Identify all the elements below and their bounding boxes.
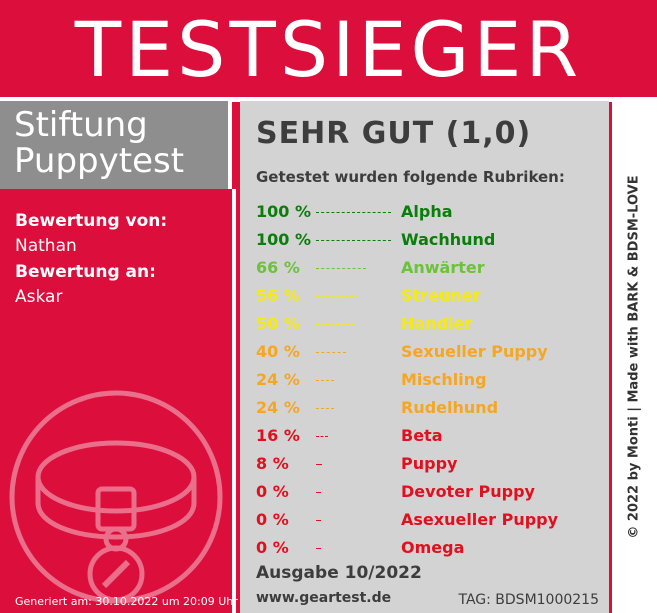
category-row: 100 % Wachhund [256,226,609,254]
category-percent: 8 % [256,454,289,473]
credit-text: © 2022 by Monti | Made with BARK & BDSM-… [626,175,642,539]
category-percent: 50 % [256,314,300,333]
category-name: Omega [401,538,465,557]
result-panel: SEHR GUT (1,0) Getestet wurden folgende … [240,101,609,613]
category-row: 24 % Rudelhund [256,394,609,422]
category-name: Devoter Puppy [401,482,535,501]
category-row: 16 % Beta [256,422,609,450]
edition: Ausgabe 10/2022 [256,563,422,583]
from-value: Nathan [15,236,77,256]
category-percent: 24 % [256,398,300,417]
test-tag: TAG: BDSM1000215 [458,592,599,608]
category-bar [316,352,346,353]
category-name: Handler [401,314,473,333]
category-name: Wachhund [401,230,496,249]
category-row: 40 % Sexueller Puppy [256,338,609,366]
category-percent: 16 % [256,426,300,445]
title-banner: TESTSIEGER [0,0,657,100]
category-percent: 0 % [256,482,289,501]
category-percent: 56 % [256,286,300,305]
category-bar [316,296,358,297]
category-row: 56 % Streuner [256,282,609,310]
category-percent: 66 % [256,258,300,277]
category-row: 8 % Puppy [256,450,609,478]
category-row: 0 % Devoter Puppy [256,478,609,506]
to-label: Bewertung an: [15,262,156,282]
credit-strip: © 2022 by Monti | Made with BARK & BDSM-… [612,101,657,613]
category-row: 0 % Asexueller Puppy [256,506,609,534]
divider [0,97,657,102]
category-percent: 24 % [256,370,300,389]
category-row: 50 % Handler [256,310,609,338]
category-name: Sexueller Puppy [401,342,548,361]
category-name: Alpha [401,202,453,221]
category-bar [316,436,328,437]
brand-line-1: Stiftung [14,105,148,145]
generated-date: Generiert am: 30.10.2022 um 20:09 Uhr [15,595,238,608]
category-bar [316,408,334,409]
category-row: 66 % Anwärter [256,254,609,282]
dog-collar-icon [9,390,223,604]
category-list: 100 % Alpha 100 % Wachhund 66 % Anwärter 56 % S… [256,198,609,562]
website-link[interactable]: www.geartest.de [256,590,392,606]
category-name: Beta [401,426,443,445]
category-bar [316,464,322,465]
category-name: Mischling [401,370,487,389]
category-bar [316,548,321,549]
category-bar [316,212,391,213]
categories-heading: Getestet wurden folgende Rubriken: [256,168,565,186]
category-name: Anwärter [401,258,485,277]
category-bar [316,240,391,241]
category-name: Puppy [401,454,458,473]
category-percent: 100 % [256,202,311,221]
category-bar [316,520,321,521]
rating-info: Bewertung von: Nathan Bewertung an: Aska… [0,189,238,613]
category-bar [316,492,321,493]
category-percent: 100 % [256,230,311,249]
category-name: Asexueller Puppy [401,510,559,529]
category-name: Rudelhund [401,398,499,417]
category-row: 24 % Mischling [256,366,609,394]
category-bar [316,324,354,325]
brand-line-2: Puppytest [14,141,185,181]
category-percent: 0 % [256,538,289,557]
category-row: 0 % Omega [256,534,609,562]
category-bar [316,380,334,381]
grade: SEHR GUT (1,0) [256,116,532,151]
brand-box: Stiftung Puppytest [0,101,232,189]
category-percent: 40 % [256,342,300,361]
category-percent: 0 % [256,510,289,529]
category-name: Streuner [401,286,481,305]
category-row: 100 % Alpha [256,198,609,226]
to-value: Askar [15,287,63,307]
category-bar [316,268,366,269]
from-label: Bewertung von: [15,211,168,231]
